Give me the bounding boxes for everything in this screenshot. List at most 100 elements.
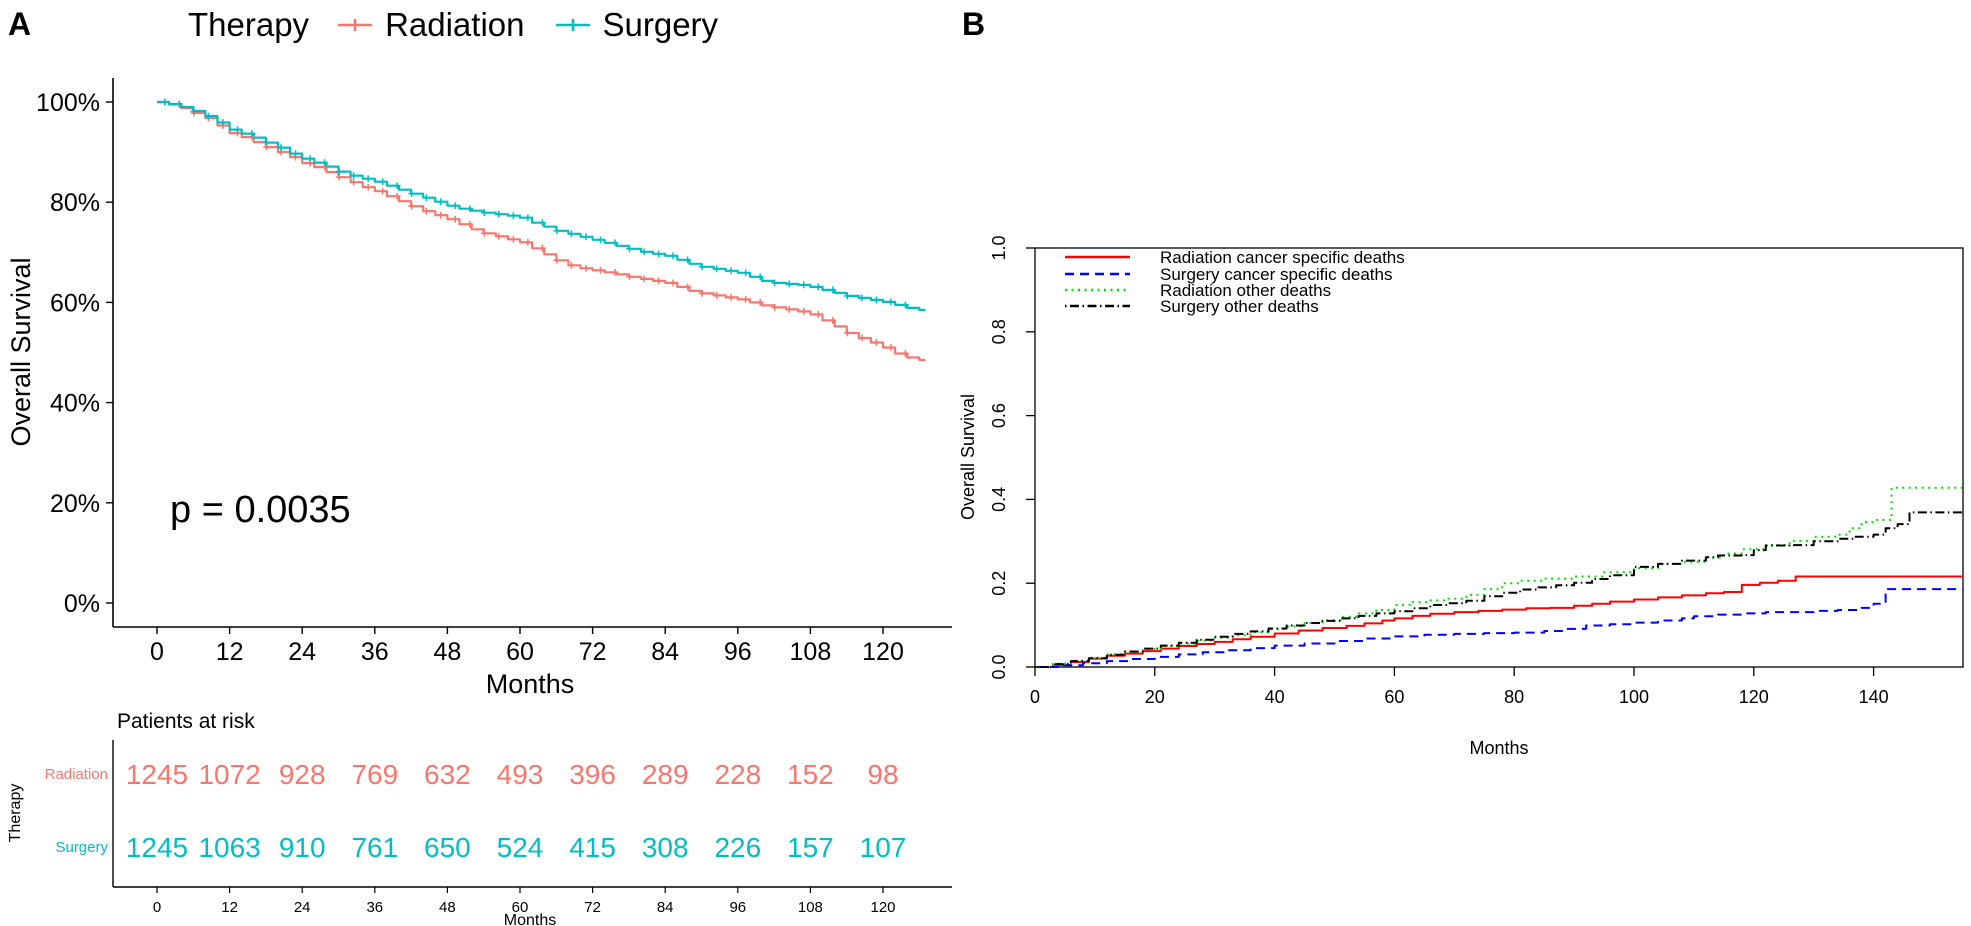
risk-x-tick-label: 60 — [512, 899, 529, 916]
risk-row-values-radiation: 1245 1072 928 769 632 493 396 289 228 152 98 — [126, 759, 899, 790]
risk-count: 632 — [424, 759, 471, 790]
risk-count: 98 — [867, 759, 898, 790]
cif-curve-surgery-other-deaths — [1035, 511, 1964, 668]
patients-at-risk-table: Patients at risk 0 12 24 36 48 60 72 84 96 108 120 M… — [7, 710, 952, 926]
risk-count: 396 — [569, 759, 616, 790]
cif-x-tick-label: 100 — [1619, 687, 1649, 707]
km-x-tick-label: 108 — [790, 638, 832, 666]
cif-x-tick-label: 0 — [1030, 687, 1040, 707]
risk-x-tick-label: 120 — [870, 899, 895, 916]
km-y-axis-title: Overall Survival — [6, 257, 36, 446]
cif-y-tick-label: 0.0 — [989, 654, 1009, 679]
cif-legend-label: Surgery other deaths — [1160, 297, 1319, 316]
km-x-tick-label: 48 — [433, 638, 461, 666]
cif-y-tick-label: 0.4 — [989, 487, 1009, 512]
risk-row-label: Surgery — [55, 839, 108, 856]
risk-y-axis-title: Therapy — [7, 784, 24, 843]
risk-count: 289 — [642, 759, 689, 790]
panel-a-label: A — [8, 6, 32, 42]
km-legend-item-surgery: Surgery — [553, 6, 719, 44]
cif-y-axis-title: Overall Survival — [960, 394, 978, 520]
km-x-tick-label: 24 — [288, 638, 316, 666]
cif-legend-label: Radiation other deaths — [1160, 281, 1331, 300]
risk-x-tick-label: 96 — [729, 899, 746, 916]
risk-count: 415 — [569, 832, 616, 863]
risk-count: 228 — [714, 759, 761, 790]
panel-a: A Therapy Radiation Surgery 100% 80% 60% 40… — [0, 0, 960, 926]
risk-x-tick-label: 48 — [439, 899, 456, 916]
radiation-line-key-icon — [338, 19, 373, 31]
cif-y-tick-label: 0.8 — [989, 319, 1009, 344]
km-y-tick-label: 100% — [36, 89, 100, 117]
risk-count: 1072 — [198, 759, 260, 790]
km-p-value: p = 0.0035 — [170, 489, 351, 531]
km-x-axis-title: Months — [486, 669, 575, 699]
km-y-tick-label: 60% — [50, 289, 100, 317]
km-x-tick-label: 120 — [862, 638, 904, 666]
km-censor-marks-surgery — [161, 98, 909, 309]
km-x-tick-label: 0 — [150, 638, 164, 666]
risk-count: 152 — [787, 759, 834, 790]
cif-x-tick-label: 120 — [1739, 687, 1769, 707]
cif-legend: Radiation cancer specific deathsSurgery … — [1065, 248, 1405, 316]
cif-y-tick-label: 0.6 — [989, 403, 1009, 428]
km-x-tick-label: 96 — [724, 638, 752, 666]
risk-x-tick-label: 72 — [584, 899, 601, 916]
risk-count: 226 — [714, 832, 761, 863]
km-x-tick-label: 60 — [506, 638, 534, 666]
km-legend-label-radiation: Radiation — [385, 6, 525, 43]
risk-table-title: Patients at risk — [117, 710, 255, 733]
km-y-tick-label: 0% — [64, 590, 100, 618]
cif-curve-surgery-cancer-specific-deaths — [1035, 588, 1964, 668]
km-legend: Therapy Radiation Surgery — [188, 6, 746, 44]
risk-count: 910 — [279, 832, 326, 863]
km-x-tick-label: 72 — [579, 638, 607, 666]
km-legend-title: Therapy — [188, 6, 310, 43]
cif-y-tick-label: 0.2 — [989, 571, 1009, 596]
risk-x-tick-label: 0 — [153, 899, 161, 916]
surgery-line-key-icon — [555, 19, 590, 31]
km-legend-item-radiation: Radiation — [335, 6, 525, 44]
risk-count: 308 — [642, 832, 689, 863]
cif-legend-label: Radiation cancer specific deaths — [1160, 248, 1405, 267]
risk-x-tick-label: 12 — [221, 899, 238, 916]
risk-x-axis-title: Months — [504, 912, 556, 926]
panel-b: B 0.0 0.2 0.4 0.6 0.8 1.0 0 20 40 60 80 100 120 140 Mo… — [960, 0, 1971, 926]
risk-count: 524 — [497, 832, 544, 863]
km-y-tick-label: 40% — [50, 390, 100, 418]
cif-axes: 0.0 0.2 0.4 0.6 0.8 1.0 0 20 40 60 80 100 120 140 Mont… — [960, 235, 1964, 758]
risk-x-tick-label: 24 — [294, 899, 311, 916]
cif-x-axis-title: Months — [1469, 738, 1528, 758]
km-censor-marks-radiation — [161, 98, 909, 357]
risk-count: 761 — [351, 832, 398, 863]
cif-x-tick-label: 140 — [1859, 687, 1889, 707]
km-legend-label-surgery: Surgery — [602, 6, 719, 43]
risk-count: 1245 — [126, 832, 188, 863]
risk-count: 1063 — [198, 832, 260, 863]
cif-legend-label: Surgery cancer specific deaths — [1160, 265, 1392, 284]
cif-x-tick-label: 60 — [1384, 687, 1404, 707]
km-x-tick-label: 12 — [216, 638, 244, 666]
cif-x-tick-label: 20 — [1145, 687, 1165, 707]
km-axes: 100% 80% 60% 40% 20% 0% 0 12 24 36 48 60 72 84 96 108 12… — [6, 78, 952, 699]
cif-x-tick-label: 40 — [1265, 687, 1285, 707]
km-series — [157, 98, 926, 362]
risk-count: 493 — [497, 759, 544, 790]
risk-row-values-surgery: 1245 1063 910 761 650 524 415 308 226 157 107 — [126, 832, 907, 863]
risk-x-tick-label: 84 — [657, 899, 674, 916]
km-x-tick-label: 36 — [361, 638, 389, 666]
km-survival-plot: 100% 80% 60% 40% 20% 0% 0 12 24 36 48 60 72 84 96 108 12… — [6, 78, 952, 699]
km-x-tick-label: 84 — [651, 638, 679, 666]
cif-x-tick-label: 80 — [1504, 687, 1524, 707]
risk-count: 928 — [279, 759, 326, 790]
risk-count: 1245 — [126, 759, 188, 790]
risk-count: 157 — [787, 832, 834, 863]
risk-count: 650 — [424, 832, 471, 863]
km-curve-radiation — [157, 100, 926, 362]
cif-curve-radiation-cancer-specific-deaths — [1035, 575, 1964, 668]
km-curve-surgery — [157, 100, 926, 311]
risk-axes: 0 12 24 36 48 60 72 84 96 108 120 Months Therapy — [7, 740, 952, 926]
risk-x-tick-label: 36 — [366, 899, 383, 916]
cif-plot-box — [1034, 247, 1964, 668]
